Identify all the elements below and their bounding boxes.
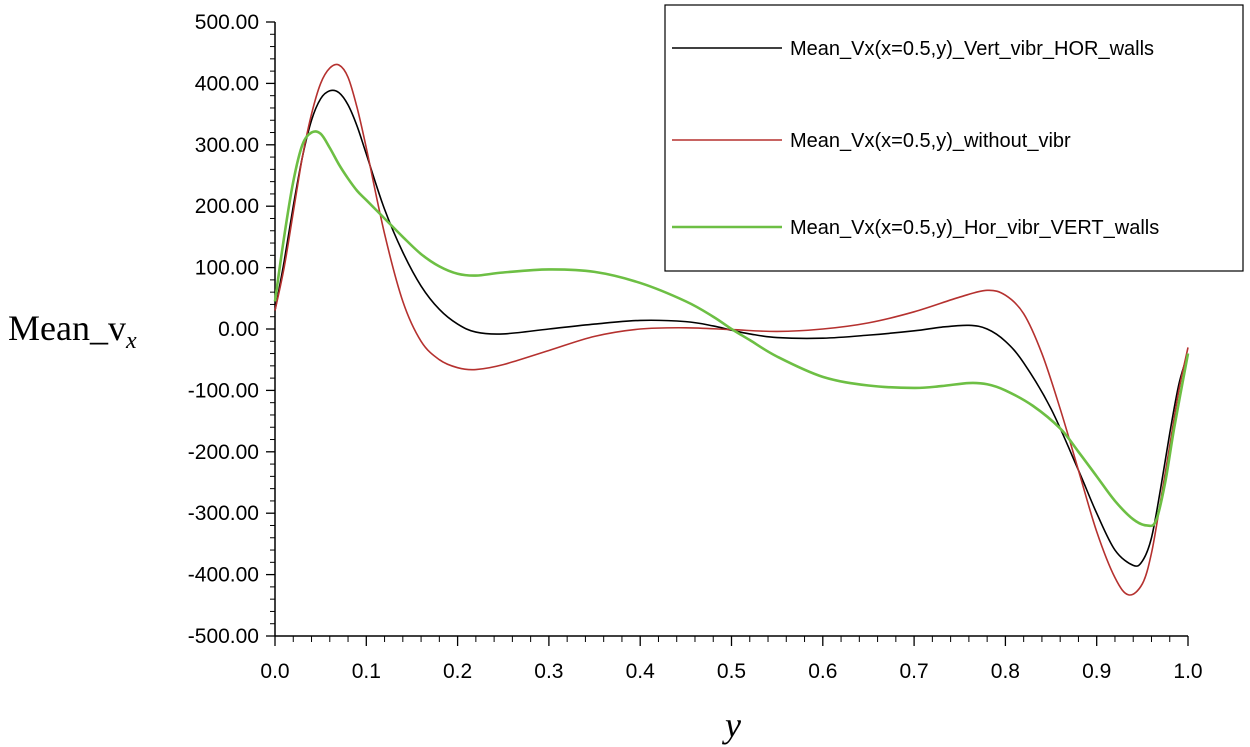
y-tick-label: 500.00 [195, 11, 259, 34]
x-tick-label: 0.5 [717, 660, 746, 683]
x-tick-label: 0.8 [991, 660, 1020, 683]
y-tick-label: -400.00 [188, 564, 259, 587]
y-tick-label: 200.00 [195, 195, 259, 218]
y-tick-label: 0.00 [218, 318, 259, 341]
series-layer [273, 63, 1190, 596]
ticks-layer: 500.00 400.00 300.00 200.00 100.00 0.00 -100.0… [188, 11, 1203, 683]
x-tick-label: 0.7 [899, 660, 928, 683]
y-axis-title-main: Mean_v [8, 308, 126, 348]
x-tick-label: 0.1 [352, 660, 381, 683]
legend: Mean_Vx(x=0.5,y)_Vert_vibr_HOR_walls Mean… [664, 4, 1244, 272]
x-tick-label: 0.6 [808, 660, 837, 683]
x-tick-label: 0.2 [443, 660, 472, 683]
y-tick-label: -300.00 [188, 502, 259, 525]
legend-label-2: Mean_Vx(x=0.5,y)_without_vibr [790, 130, 1071, 152]
legend-label-3: Mean_Vx(x=0.5,y)_Hor_vibr_VERT_walls [790, 217, 1159, 239]
x-tick-label: 0.9 [1082, 660, 1111, 683]
y-tick-label: 400.00 [195, 72, 259, 95]
x-tick-label: 1.0 [1173, 660, 1202, 683]
y-tick-label: -500.00 [188, 625, 259, 648]
y-tick-label: -200.00 [188, 441, 259, 464]
series-line-2 [274, 63, 1189, 596]
y-tick-label: 300.00 [195, 134, 259, 157]
y-axis-title-subscript: x [125, 328, 137, 354]
series-line-1 [274, 89, 1189, 567]
y-tick-label: -100.00 [188, 379, 259, 402]
y-axis-title: Mean_vx [8, 308, 137, 354]
x-tick-label: 0.3 [534, 660, 563, 683]
legend-label-1: Mean_Vx(x=0.5,y)_Vert_vibr_HOR_walls [790, 38, 1154, 60]
x-axis-title: y [722, 705, 741, 745]
x-tick-label: 0.4 [626, 660, 656, 683]
series-line-3 [273, 130, 1190, 528]
x-tick-label: 0.0 [260, 660, 289, 683]
y-tick-label: 100.00 [195, 257, 259, 280]
